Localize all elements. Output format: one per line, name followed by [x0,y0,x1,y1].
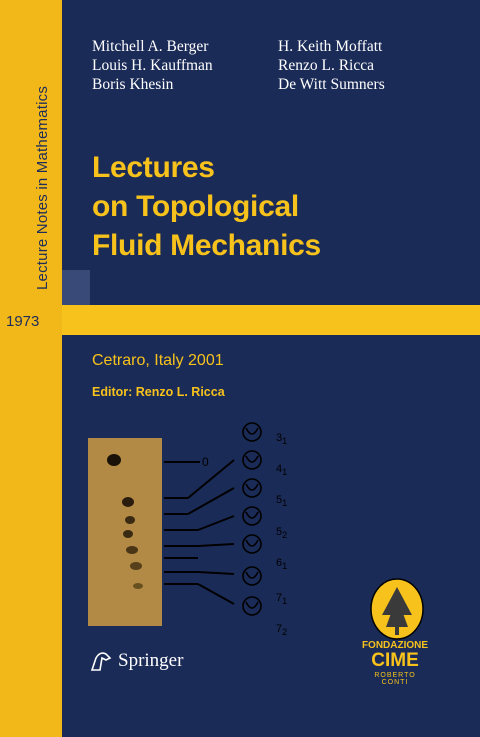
publisher-name: Springer [118,650,184,671]
knot-label: 7 [276,623,283,636]
spine [0,0,62,737]
book-title: Lectures on Topological Fluid Mechanics [92,148,321,265]
author: De Witt Sumners [278,76,385,93]
place-year: Cetraro, Italy 2001 [92,352,224,369]
zero-label: 0 [202,455,209,469]
authors-left: Mitchell A. Berger Louis H. Kauffman Bor… [92,37,213,94]
knot-label: 5 [276,525,283,538]
top-panel [62,0,480,305]
knot-label: 7 [276,591,283,604]
author: H. Keith Moffatt [278,38,383,55]
spine-shade-block [62,270,90,305]
knot-label: 4 [276,463,283,476]
title-line: Fluid Mechanics [92,229,321,262]
springer-horse-icon [90,652,112,671]
number-band [62,305,480,335]
cime-line2: CIME [371,650,419,671]
knot-diagram: 0 [164,422,262,616]
knot-subscript: 1 [282,436,288,447]
title-line: on Topological [92,190,299,223]
authors-right: H. Keith Moffatt Renzo L. Ricca De Witt … [278,37,385,94]
gel-photo [88,438,162,626]
author: Renzo L. Ricca [278,57,374,74]
volume-number: 1973 [6,313,40,330]
knot-subscript: 1 [282,560,288,571]
author: Mitchell A. Berger [92,38,209,55]
knot-subscript: 1 [282,498,288,509]
knot-subscript: 1 [282,467,288,478]
knot-subscript: 2 [282,529,288,540]
author: Boris Khesin [92,76,174,93]
gel-bands [107,454,143,589]
knot-labels: 31 41 51 52 61 71 72 [276,424,287,646]
editor-line: Editor: Renzo L. Ricca [92,385,225,399]
cime-tree-logo [370,578,424,640]
knot-label: 3 [276,432,283,444]
knot-subscript: 2 [282,627,288,638]
author: Louis H. Kauffman [92,57,213,74]
knot-subscript: 1 [282,596,288,607]
title-line: Lectures [92,151,215,184]
cime-line3: ROBERTO CONTI [374,672,416,686]
knot-label: 5 [276,494,283,507]
knot-label: 6 [276,556,283,569]
cime-line1: FONDAZIONE [361,640,429,651]
